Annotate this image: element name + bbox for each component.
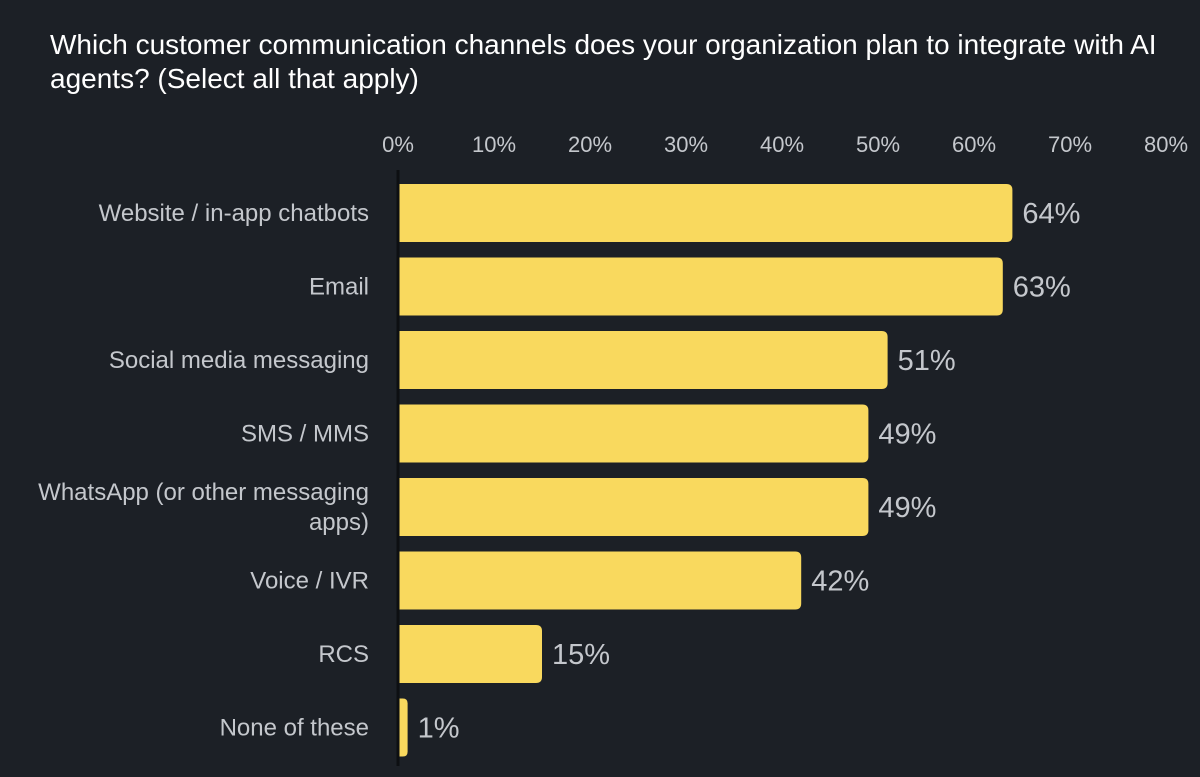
category-label: Social media messaging [109,347,369,374]
value-label: 1% [418,713,460,745]
category-label: WhatsApp (or other messaging apps) [38,479,369,536]
x-tick-label: 20% [568,132,612,157]
value-label: 51% [898,345,956,377]
x-tick-label: 30% [664,132,708,157]
x-tick-label: 70% [1048,132,1092,157]
x-tick-label: 10% [472,132,516,157]
bar [398,404,869,463]
x-tick-label: 50% [856,132,900,157]
bar [398,331,888,389]
value-label: 63% [1013,272,1071,304]
bar [398,698,408,757]
bar [398,551,802,610]
x-axis-ticks: 0% 10% 20% 30% 40% 50% 60% 70% 80% [382,132,1188,157]
category-label: SMS / MMS [241,421,369,448]
chart-title: Which customer communication channels do… [50,29,1157,94]
value-label: 49% [878,492,936,524]
value-label: 49% [878,419,936,451]
x-tick-label: 80% [1144,132,1188,157]
value-label: 15% [552,639,610,671]
bar [398,184,1013,242]
category-labels: Website / in-app chatbots Email Social med… [38,200,369,742]
value-label: 42% [811,566,869,598]
category-label: Website / in-app chatbots [99,200,369,227]
category-label: None of these [220,715,369,742]
bar [398,625,542,683]
category-label: RCS [318,641,369,668]
value-labels: 64% 63% 51% 49% 49% 42% 15% 1% [418,198,1081,745]
x-tick-label: 60% [952,132,996,157]
bar [398,478,869,536]
category-label: Email [309,274,369,301]
x-tick-label: 40% [760,132,804,157]
value-label: 64% [1022,198,1080,230]
bar [398,257,1003,316]
x-tick-label: 0% [382,132,414,157]
category-label: Voice / IVR [250,568,369,595]
bars [398,184,1013,757]
